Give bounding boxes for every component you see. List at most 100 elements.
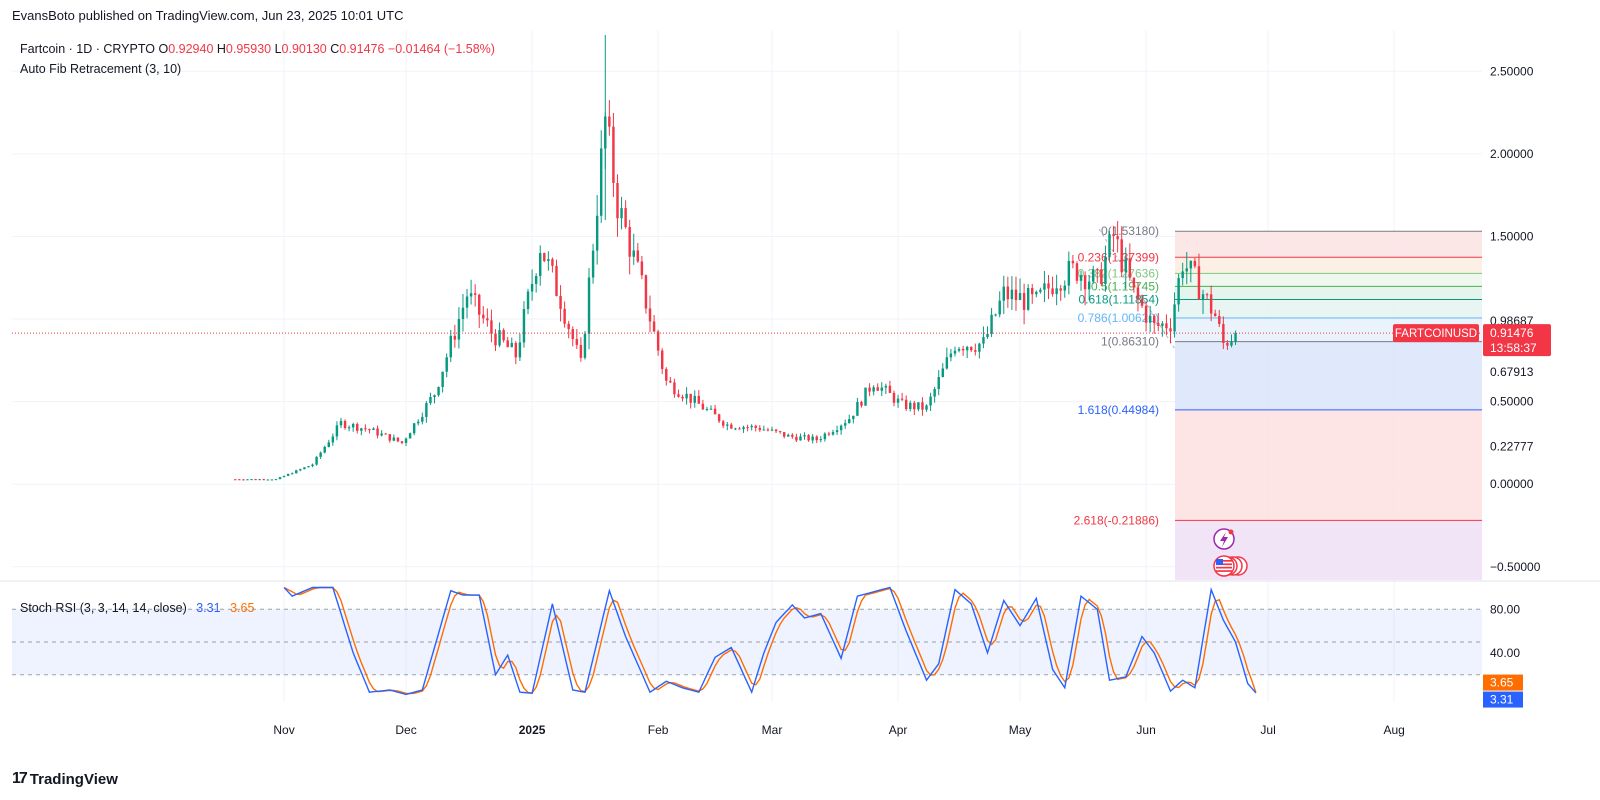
candle [734,427,737,431]
candle [478,293,481,328]
candle-body [254,479,257,481]
candle [998,291,1001,318]
indicator-name[interactable]: Auto Fib Retracement (3, 10) [20,62,182,76]
fib-label: 1(0.86310) [1101,335,1159,349]
stoch-d-badge: 3.65 [1483,674,1523,691]
candle-body [1006,286,1010,300]
candle-body [843,423,847,426]
candle [315,456,318,466]
candle [384,432,387,435]
candle [1144,301,1148,332]
candle [290,472,294,475]
candle-body [1022,293,1026,310]
candle [238,479,241,481]
candle-body [1071,260,1075,264]
candle [1177,274,1180,312]
time-tick-label: Mar [762,723,783,737]
candle [571,326,574,347]
stoch-title[interactable]: Stoch RSI (3, 3, 14, 14, close) [20,601,187,615]
symbol-name[interactable]: Fartcoin · 1D · CRYPTO [20,42,155,56]
candle-body [632,250,635,257]
candle-body [303,467,306,470]
candle [404,437,408,446]
candle [323,445,326,454]
candle-body [555,265,558,296]
candle-body [242,479,245,481]
candle-body [473,293,477,295]
candle-body [579,344,583,358]
candle [876,383,879,391]
candle [827,431,831,437]
candle [713,404,717,415]
candle [327,439,331,448]
candle [750,424,753,431]
candle-body [1039,289,1042,292]
lightning-event-dot [1228,529,1234,535]
candle-body [669,380,672,383]
candle-body [551,259,554,266]
candle-body [1128,258,1132,278]
candle [1140,294,1144,308]
candle [502,328,505,343]
candle-body [1079,275,1083,281]
candle [1234,330,1237,345]
candle-body [335,425,339,437]
candle-body [1067,260,1071,286]
candle [1006,276,1010,308]
candle-body [266,479,270,481]
candle [1055,274,1058,306]
candle-body [1059,288,1062,291]
candle-body [327,442,331,447]
candle [234,479,237,481]
candle [961,345,965,356]
candle-body [640,261,644,276]
candle-body [539,253,542,276]
candle-body [876,387,879,391]
candle-body [1144,305,1148,323]
candle [770,426,774,432]
candle-body [957,348,961,351]
candle-body [498,330,501,346]
candle-body [1063,285,1066,291]
candle-body [526,291,530,310]
candle-body [1051,288,1054,295]
price-tick-label: −0.50000 [1490,560,1541,574]
tradingview-logo[interactable]: 17 TradingView [12,770,118,788]
candle [278,476,282,480]
candle [534,273,538,293]
candle-body [591,250,595,278]
fib-zone [1175,257,1482,274]
candle [717,413,721,423]
candle-body [595,215,599,251]
candle-body [1189,260,1193,269]
close-value: 0.91476 [339,42,385,56]
candle [295,469,298,474]
candle-body [1201,294,1205,300]
time-tick-label: Apr [889,723,908,737]
candle-body [1120,239,1123,273]
candle [762,425,766,431]
candle [945,347,949,370]
price-badge-value: 0.91476 [1490,326,1534,340]
candle-body [1100,269,1103,285]
candle [815,435,818,443]
candle-body [823,433,827,440]
candle-body [356,423,359,431]
candle [888,380,892,394]
candle-body [721,421,725,426]
candle [978,342,981,359]
candle [490,309,493,343]
candle [994,313,997,317]
candle [1136,282,1140,312]
candle [429,392,432,405]
lightning-event-icon [1213,528,1235,550]
flag-stripe [1216,570,1232,572]
candle-body [315,456,318,465]
candle [608,100,611,136]
candle-body [835,430,839,433]
candle [616,174,619,237]
candle-body [648,308,652,322]
candle [412,422,416,436]
candle [677,389,680,398]
